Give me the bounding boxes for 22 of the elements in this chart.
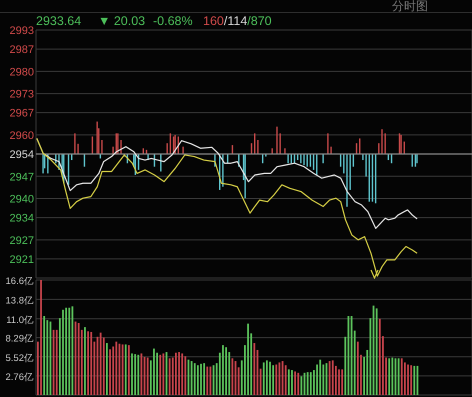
y-tick-label: 8.29亿	[6, 334, 34, 345]
y-tick-label: 2927	[10, 234, 34, 247]
y-tick-label: 2921	[10, 254, 34, 266]
text: 2933.64	[36, 14, 82, 28]
y-tick-label: 2987	[10, 44, 34, 56]
y-tick-label: 2940	[10, 194, 34, 206]
y-tick-label: 2954	[10, 149, 34, 161]
y-tick-label: 2960	[10, 130, 34, 142]
y-tick-label: 2973	[10, 88, 34, 101]
y-tick-label: 11.0亿	[6, 314, 34, 326]
y-tick-label: 5.52亿	[6, 352, 34, 364]
y-tick-label: 2934	[10, 212, 34, 225]
text: ▼ 20.03	[98, 14, 146, 28]
y-tick-label: 2980	[10, 66, 34, 78]
text: 160/114/870	[203, 14, 272, 28]
y-tick-label: 2967	[10, 108, 34, 120]
y-tick-label: 2947	[10, 171, 34, 184]
y-tick-label: 2993	[10, 25, 34, 37]
text: 分时图	[392, 0, 428, 15]
y-tick-label: 2.76亿	[6, 372, 34, 383]
text: -0.68%	[153, 14, 193, 28]
y-tick-label: 13.8亿	[6, 295, 34, 306]
